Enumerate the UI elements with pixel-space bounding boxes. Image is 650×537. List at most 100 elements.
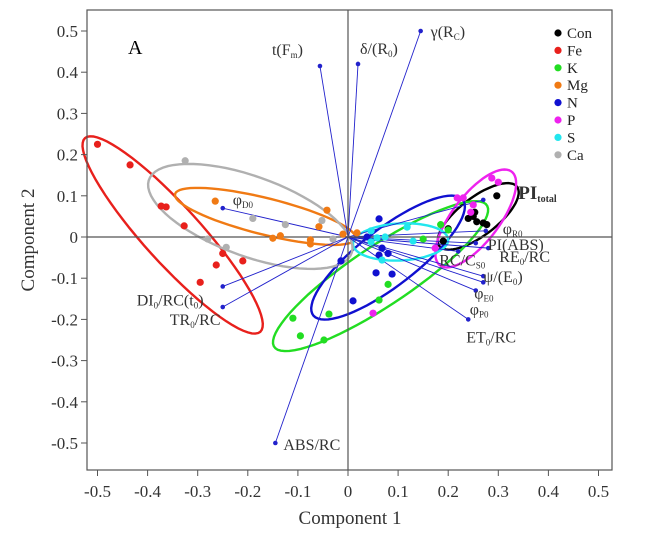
point-p	[469, 201, 477, 209]
loading-label-part: )	[393, 41, 398, 58]
point-n	[372, 269, 380, 277]
point-n	[363, 233, 371, 241]
loading-label-part: 0	[194, 300, 199, 310]
loading-label-part: γ(R	[430, 24, 454, 41]
loading-label-part: 0	[190, 320, 195, 330]
point-k	[296, 332, 305, 340]
loading-label-part: PI(ABS)	[488, 237, 544, 254]
x-tick-label: -0.3	[184, 482, 211, 501]
loading-label-part: φ	[233, 192, 242, 209]
loading-label: δ/(R0)	[360, 41, 398, 59]
point-s	[373, 234, 381, 242]
point-s	[367, 227, 375, 235]
loading-label-part: 0	[486, 337, 491, 347]
loading-label-part: TR	[170, 312, 191, 329]
ellipse-mg	[173, 186, 357, 247]
point-ca	[318, 216, 326, 225]
point-ca	[281, 221, 289, 229]
loading-label-part: DI	[137, 292, 154, 309]
loading-vector-tip	[220, 205, 226, 211]
loading-label: φD0	[233, 192, 254, 210]
point-p	[494, 178, 502, 186]
y-tick-label: 0.2	[57, 146, 78, 165]
point-p	[369, 309, 377, 317]
loading-vector-tip	[355, 61, 361, 67]
loading-label-part: D0	[242, 200, 253, 210]
loading-labels-layer: t(Fm) δ/(R0)γ(RC)φD0DI0/RC(t0)TR0/RCABS/R…	[137, 24, 557, 454]
loading-label: φE0	[474, 285, 494, 303]
loading-label-part: /RC	[524, 249, 550, 266]
loading-label: ψ/(E0)	[483, 269, 522, 287]
loading-vector-tip	[480, 280, 486, 285]
point-con	[473, 218, 481, 226]
legend-marker-mg	[554, 81, 562, 89]
x-tick-label: -0.1	[284, 482, 311, 501]
legend-marker-fe	[554, 46, 562, 55]
point-con	[439, 237, 447, 245]
loading-label: φP0	[470, 302, 489, 320]
point-fe	[212, 261, 220, 269]
point-fe	[219, 249, 227, 258]
y-tick-label: -0.4	[51, 393, 78, 412]
y-tick-label: 0	[70, 228, 79, 247]
loading-vector	[222, 236, 349, 287]
point-k	[419, 235, 427, 243]
loading-label-part: δ/(R	[360, 41, 388, 58]
loading-label-part: R0	[512, 229, 523, 239]
loading-vector	[347, 30, 422, 238]
loading-label: γ(RC)	[430, 24, 465, 42]
point-mg	[269, 234, 277, 242]
point-s	[367, 238, 375, 246]
loading-vector-tip	[485, 245, 491, 251]
axes-layer: -0.5 -0.4 -0.3 -0.2 -0.1 0 0.1 0.2 0.3 0.4 0.5 0.5 0…	[51, 9, 613, 501]
loading-label: ET0/RC	[466, 329, 516, 347]
point-fe	[93, 140, 102, 148]
point-k	[384, 280, 392, 288]
x-tick-label: 0.4	[538, 482, 560, 501]
point-k	[320, 336, 328, 344]
loading-label-part: 0	[513, 277, 518, 287]
loading-label: RE0/RC	[499, 249, 550, 267]
x-tick-label: 0.5	[588, 482, 609, 501]
loading-label-part: )	[460, 24, 465, 41]
point-con	[493, 192, 501, 200]
point-mg	[276, 232, 284, 240]
x-tick-label: -0.4	[134, 482, 161, 501]
loading-label-part: )	[517, 269, 522, 286]
loading-label-part: m	[291, 50, 298, 60]
loading-vector-tip	[317, 63, 323, 69]
legend-marker-k	[554, 64, 562, 72]
y-axis-label: Component 2	[18, 189, 39, 292]
point-ca	[329, 235, 337, 243]
loading-label-part: φ	[470, 302, 479, 319]
y-tick-label: -0.5	[51, 434, 78, 453]
loading-vector-tip	[483, 228, 489, 234]
point-ca	[222, 243, 230, 251]
loading-vector-tip	[473, 288, 479, 293]
loading-label-part: C	[454, 32, 460, 42]
point-k	[289, 314, 297, 322]
point-mg	[339, 230, 347, 238]
loading-label-part: ABS/RC	[283, 437, 340, 454]
loading-vector	[274, 236, 349, 444]
point-mg	[211, 197, 219, 205]
loading-label-part: E0	[484, 293, 494, 303]
point-p	[431, 244, 439, 252]
point-s	[409, 237, 417, 245]
point-n	[384, 249, 392, 258]
point-mg	[306, 240, 315, 248]
point-ca	[181, 157, 189, 165]
loading-label: t(Fm)	[272, 42, 303, 60]
point-n	[349, 297, 357, 305]
points-layer	[93, 140, 502, 344]
loading-label: ABS/RC	[283, 437, 340, 454]
loading-vector	[347, 236, 469, 320]
y-tick-label: -0.1	[51, 269, 78, 288]
point-s	[381, 233, 389, 241]
point-s	[403, 223, 411, 231]
loading-vector	[347, 230, 486, 238]
loading-label-part: RC/C	[439, 252, 475, 269]
loading-label-part: φ	[503, 221, 512, 238]
legend-label: Fe	[567, 43, 582, 59]
